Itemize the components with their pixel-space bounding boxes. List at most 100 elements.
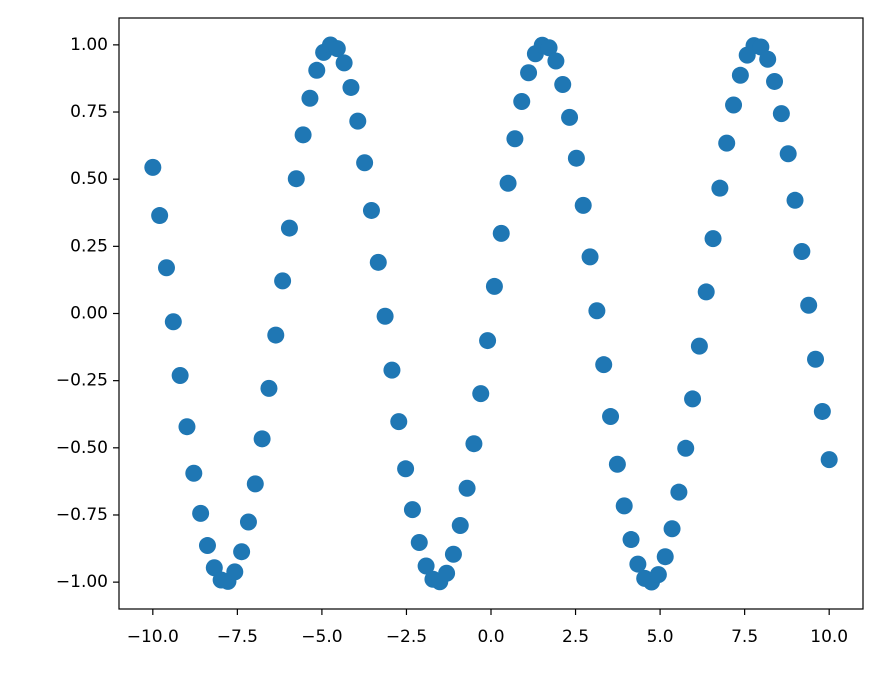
point	[171, 367, 189, 385]
point	[602, 408, 620, 426]
point	[356, 154, 374, 172]
point	[417, 557, 435, 575]
point	[595, 356, 613, 374]
point	[766, 72, 784, 90]
x-tick-label: 2.5	[562, 627, 589, 647]
point	[198, 537, 216, 555]
point	[308, 61, 326, 79]
y-tick-label: −1.00	[56, 572, 108, 592]
point	[499, 174, 517, 192]
point	[274, 272, 292, 290]
point	[390, 413, 408, 431]
point	[151, 207, 169, 225]
point	[581, 248, 599, 266]
point	[779, 145, 797, 163]
point	[759, 50, 777, 68]
point	[294, 126, 312, 144]
x-tick-label: 0.0	[477, 627, 504, 647]
x-tick-label: −5.0	[301, 627, 342, 647]
point	[246, 475, 264, 493]
point	[328, 40, 346, 58]
point	[397, 460, 415, 478]
point	[239, 513, 257, 531]
point	[622, 531, 640, 549]
point	[677, 439, 695, 457]
point	[813, 402, 831, 420]
point	[649, 566, 667, 584]
point	[540, 39, 558, 57]
point	[485, 277, 503, 295]
point	[192, 504, 210, 522]
point	[253, 430, 271, 448]
x-tick-label: 5.0	[647, 627, 674, 647]
point	[362, 201, 380, 219]
y-tick-label: −0.75	[56, 505, 108, 525]
point	[451, 517, 469, 535]
y-tick-label: 1.00	[70, 35, 108, 55]
x-tick-label: −10.0	[127, 627, 179, 647]
point	[567, 149, 585, 167]
point	[725, 96, 743, 114]
point	[335, 54, 353, 72]
point	[465, 435, 483, 453]
point	[554, 76, 572, 94]
point	[301, 89, 319, 107]
point	[656, 548, 674, 566]
y-tick-label: 0.25	[70, 236, 108, 256]
point	[280, 219, 298, 237]
x-tick-label: −7.5	[217, 627, 258, 647]
point	[233, 543, 251, 561]
point	[629, 555, 647, 573]
point	[506, 130, 524, 148]
point	[479, 332, 497, 350]
point	[561, 108, 579, 126]
point	[492, 224, 510, 242]
point	[547, 52, 565, 70]
point	[793, 242, 811, 260]
point	[267, 326, 285, 344]
x-tick-label: −2.5	[386, 627, 427, 647]
y-tick-label: −0.50	[56, 438, 108, 458]
x-tick-label: 10.0	[810, 627, 848, 647]
point	[684, 390, 702, 408]
point	[185, 464, 203, 482]
point	[144, 158, 162, 176]
y-tick-label: 0.50	[70, 169, 108, 189]
point	[697, 283, 715, 301]
y-tick-label: −0.25	[56, 371, 108, 391]
point	[226, 563, 244, 581]
point	[520, 64, 538, 82]
point	[731, 66, 749, 84]
point	[807, 350, 825, 368]
point	[800, 296, 818, 314]
point	[410, 533, 428, 551]
point	[608, 455, 626, 473]
point	[718, 134, 736, 152]
axes-frame	[118, 17, 864, 610]
point	[438, 564, 456, 582]
point	[383, 361, 401, 379]
point	[588, 302, 606, 320]
point	[786, 191, 804, 209]
point	[342, 78, 360, 96]
point	[164, 313, 182, 331]
point	[704, 230, 722, 248]
point	[403, 501, 421, 519]
point	[820, 451, 838, 469]
point	[772, 105, 790, 123]
point	[376, 307, 394, 325]
point	[287, 170, 305, 188]
point	[260, 379, 278, 397]
point	[711, 179, 729, 197]
point	[615, 497, 633, 515]
point	[157, 259, 175, 277]
point	[369, 253, 387, 271]
y-tick-label: 0.00	[70, 304, 108, 324]
y-tick-label: 0.75	[70, 102, 108, 122]
point	[663, 520, 681, 538]
point	[349, 112, 367, 130]
x-tick-label: 7.5	[731, 627, 758, 647]
point	[472, 385, 490, 403]
